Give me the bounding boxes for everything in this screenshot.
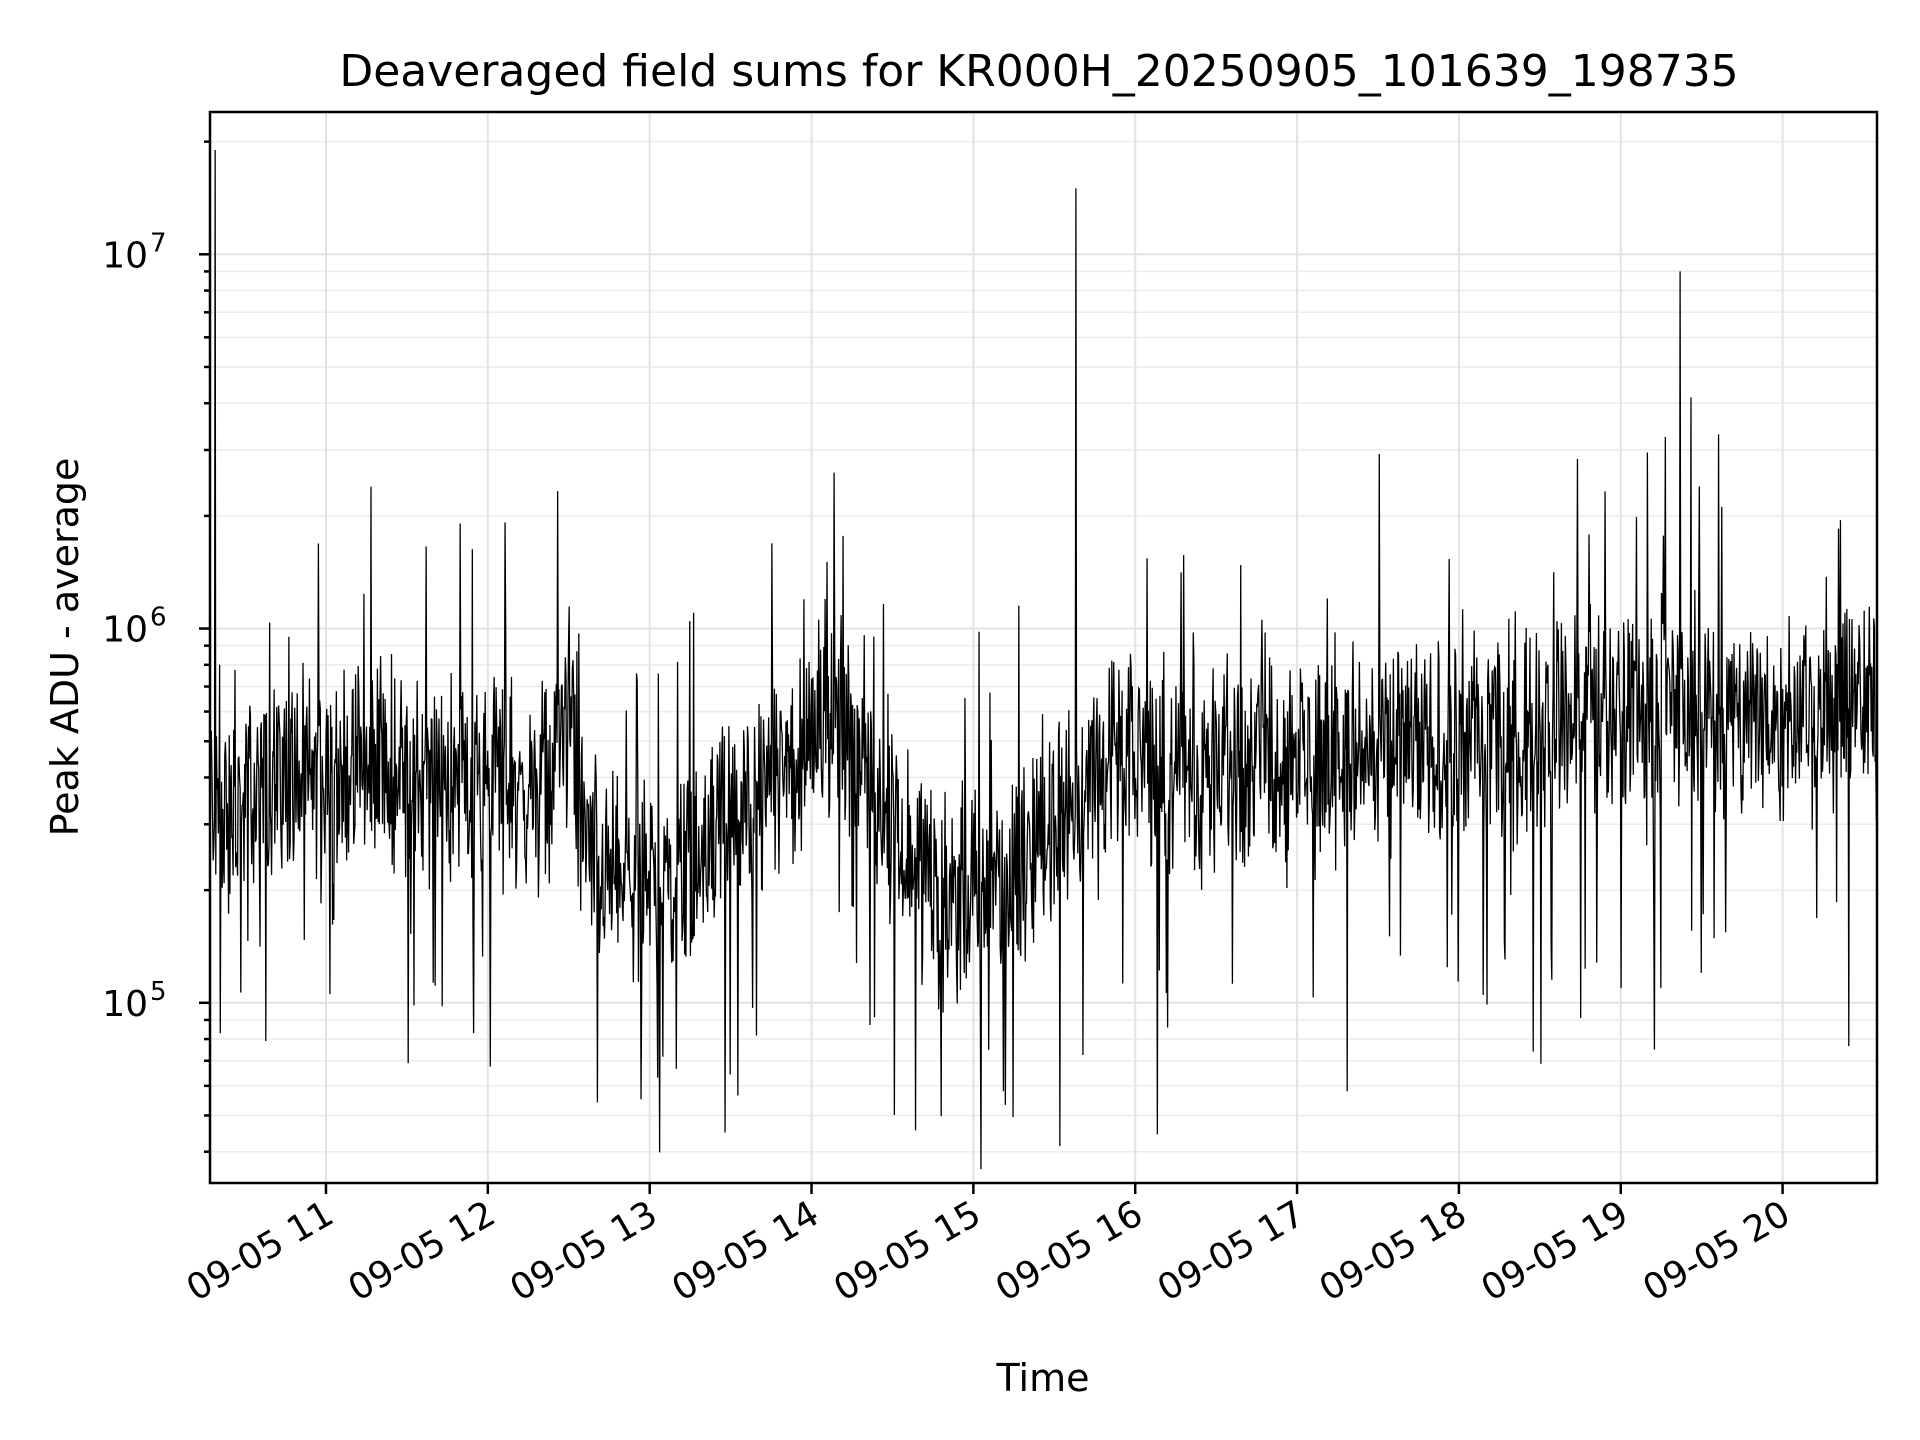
series-layer bbox=[209, 149, 1878, 1170]
y-tick-label-exponent: 5 bbox=[150, 977, 167, 1007]
x-axis-label: Time bbox=[996, 1356, 1090, 1400]
y-tick-label: 10 bbox=[102, 235, 148, 276]
plot-frame bbox=[208, 110, 1879, 1185]
chart-title: Deaveraged field sums for KR000H_2025090… bbox=[339, 46, 1738, 97]
y-tick-label-exponent: 6 bbox=[150, 603, 167, 633]
y-tick-label: 10 bbox=[102, 610, 148, 651]
y-tick-label-exponent: 7 bbox=[150, 228, 167, 258]
series-line bbox=[209, 149, 1878, 1170]
y-tick-label: 10 bbox=[102, 984, 148, 1025]
y-axis-label: Peak ADU - average bbox=[43, 458, 87, 837]
